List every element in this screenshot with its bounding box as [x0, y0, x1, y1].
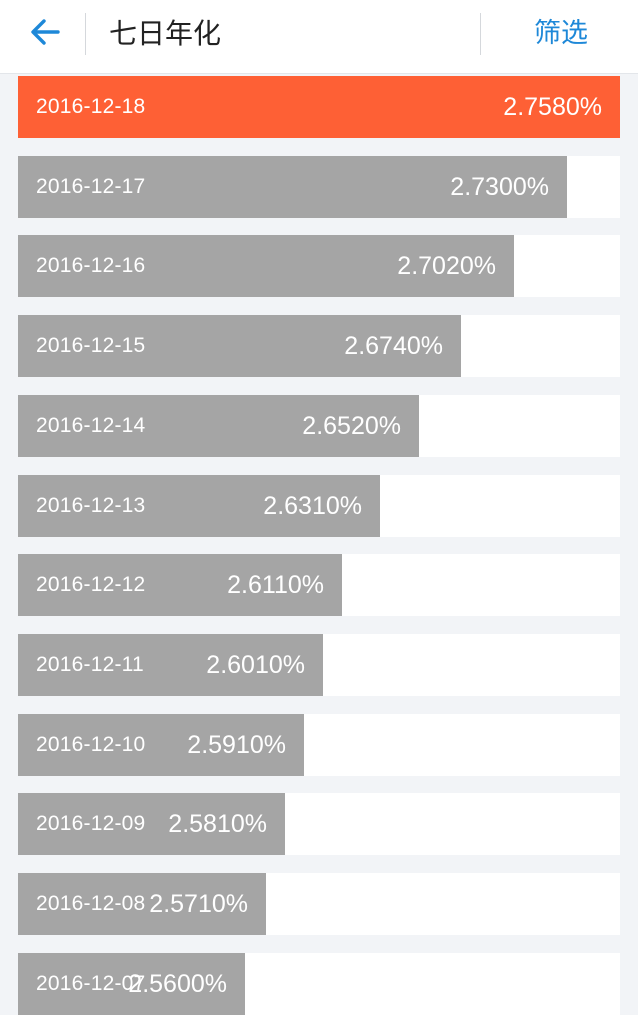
value-bar [18, 395, 419, 457]
value-bar [18, 156, 567, 218]
back-button[interactable] [22, 14, 68, 54]
row-value: 2.6740% [344, 332, 443, 360]
value-bar [18, 953, 245, 1015]
list-item[interactable]: 2016-12-18 2.7580% [18, 76, 620, 138]
row-value: 2.7020% [397, 252, 496, 280]
list-item[interactable]: 2016-12-13 2.6310% [18, 475, 620, 537]
header-divider [480, 13, 481, 55]
row-date: 2016-12-18 [36, 95, 146, 118]
row-date: 2016-12-10 [36, 733, 146, 756]
value-bar [18, 793, 285, 855]
list-item[interactable]: 2016-12-16 2.7020% [18, 235, 620, 297]
value-bar [18, 235, 514, 297]
row-date: 2016-12-07 [36, 972, 146, 995]
row-date: 2016-12-17 [36, 175, 146, 198]
value-bar [18, 475, 380, 537]
header-divider [85, 13, 86, 55]
top-bar: 七日年化 筛选 [0, 0, 638, 74]
row-value: 2.6110% [227, 571, 324, 599]
row-value: 2.5710% [149, 890, 248, 918]
row-date: 2016-12-13 [36, 494, 146, 517]
value-bar [18, 714, 304, 776]
list-item[interactable]: 2016-12-12 2.6110% [18, 554, 620, 616]
row-value: 2.5810% [168, 810, 267, 838]
list-item[interactable]: 2016-12-07 2.5600% [18, 953, 620, 1015]
list-item[interactable]: 2016-12-14 2.6520% [18, 395, 620, 457]
row-value: 2.7300% [450, 173, 549, 201]
row-date: 2016-12-15 [36, 334, 146, 357]
row-date: 2016-12-14 [36, 414, 146, 437]
value-bar [18, 554, 342, 616]
row-value: 2.7580% [503, 93, 602, 121]
row-value: 2.5910% [187, 731, 286, 759]
row-date: 2016-12-16 [36, 254, 146, 277]
row-value: 2.6310% [263, 492, 362, 520]
filter-button[interactable]: 筛选 [534, 18, 588, 49]
row-value: 2.5600% [128, 970, 227, 998]
row-date: 2016-12-11 [36, 653, 144, 676]
list-item[interactable]: 2016-12-11 2.6010% [18, 634, 620, 696]
list-item[interactable]: 2016-12-17 2.7300% [18, 156, 620, 218]
value-bar [18, 315, 461, 377]
row-value: 2.6520% [302, 412, 401, 440]
list-item[interactable]: 2016-12-08 2.5710% [18, 873, 620, 935]
highlight-bar [18, 76, 620, 138]
row-date: 2016-12-08 [36, 892, 146, 915]
page-title: 七日年化 [109, 17, 222, 50]
row-date: 2016-12-12 [36, 573, 146, 596]
list-item[interactable]: 2016-12-15 2.6740% [18, 315, 620, 377]
list-item[interactable]: 2016-12-10 2.5910% [18, 714, 620, 776]
value-bar [18, 634, 323, 696]
arrow-left-icon [30, 18, 60, 50]
value-bar [18, 873, 266, 935]
list-item[interactable]: 2016-12-09 2.5810% [18, 793, 620, 855]
row-value: 2.6010% [206, 651, 305, 679]
row-date: 2016-12-09 [36, 812, 146, 835]
